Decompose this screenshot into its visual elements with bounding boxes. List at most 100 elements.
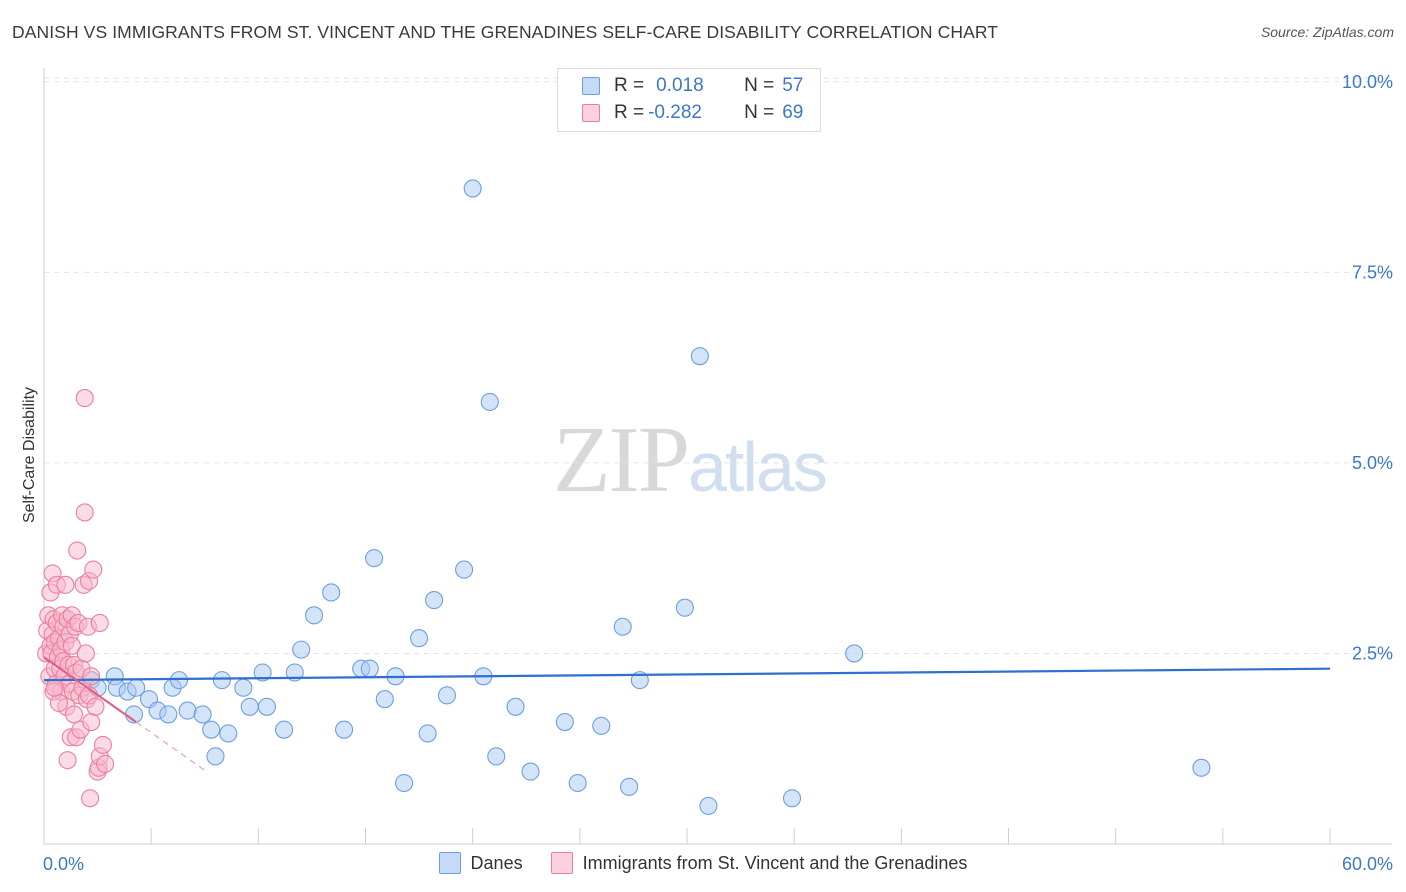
data-point-danes (159, 705, 178, 724)
legend-swatch-danes (582, 77, 600, 95)
data-point-danes (620, 777, 639, 796)
data-point-danes (675, 598, 694, 617)
correlation-legend: R = 0.018 N = 57 R = -0.282 N = 69 (557, 68, 821, 132)
legend-item-immigrants[interactable]: Immigrants from St. Vincent and the Gren… (550, 852, 968, 874)
data-point-danes (455, 560, 474, 579)
data-point-danes (322, 583, 341, 602)
data-point-immigrants (90, 613, 109, 632)
data-point-danes (568, 773, 587, 793)
watermark-zip: ZIP (553, 408, 690, 512)
data-point-danes (193, 705, 212, 724)
y-tick-label: 5.0% (1352, 453, 1393, 473)
y-tick-label: 10.0% (1342, 72, 1393, 92)
data-point-immigrants (82, 712, 101, 732)
data-point-danes (219, 724, 238, 743)
data-point-danes (437, 686, 456, 705)
data-point-immigrants (86, 697, 105, 716)
data-point-danes (257, 697, 276, 716)
data-point-danes (212, 671, 231, 690)
data-point-immigrants (82, 667, 101, 686)
data-points (37, 179, 1211, 815)
data-point-immigrants (96, 754, 115, 774)
data-point-danes (410, 629, 429, 648)
data-point-danes (613, 617, 632, 636)
data-point-immigrants (68, 541, 87, 560)
data-point-danes (202, 720, 221, 739)
y-tick-label: 7.5% (1352, 262, 1393, 282)
data-point-danes (240, 697, 259, 716)
data-point-immigrants (45, 678, 64, 697)
legend-r-value: 0.018 (656, 75, 704, 96)
data-point-immigrants (56, 575, 75, 594)
legend-row-danes: R = 0.018 N = 57 (582, 74, 803, 98)
legend-r-value: -0.282 (648, 102, 702, 123)
legend-swatch-immigrants (550, 852, 573, 874)
axes (43, 68, 1392, 845)
y-tick-label: 2.5% (1352, 643, 1393, 663)
data-point-danes (253, 663, 272, 682)
legend-n-value: 57 (782, 75, 804, 96)
data-point-immigrants (75, 389, 94, 408)
legend-swatch-danes (438, 852, 461, 874)
legend-swatch-immigrants (582, 104, 600, 122)
x-tick-label: 0.0% (43, 854, 84, 874)
legend-item-danes[interactable]: Danes (438, 852, 523, 874)
data-point-danes (555, 712, 574, 732)
legend-r-label: R = (614, 75, 645, 96)
data-point-immigrants (75, 503, 94, 522)
data-point-danes (234, 678, 253, 697)
grid-lines (44, 77, 1392, 654)
data-point-danes (425, 591, 444, 610)
trend-line-immigrants-extension (135, 721, 206, 771)
series-legend: Danes Immigrants from St. Vincent and th… (0, 852, 1406, 874)
data-point-danes (592, 716, 611, 735)
source-label: Source: ZipAtlas.com (1260, 24, 1394, 40)
data-point-danes (169, 671, 189, 690)
data-point-danes (305, 606, 324, 625)
legend-row-immigrants: R = -0.282 N = 69 (582, 101, 803, 125)
data-point-danes (521, 762, 540, 781)
data-point-immigrants (49, 693, 69, 713)
data-point-immigrants (84, 560, 103, 579)
y-axis-label: Self-Care Disability (21, 386, 38, 524)
data-point-danes (275, 720, 294, 739)
data-point-immigrants (58, 751, 77, 770)
chart-title: DANISH VS IMMIGRANTS FROM ST. VINCENT AN… (12, 22, 999, 42)
x-tick-label: 60.0% (1342, 854, 1393, 874)
legend-label-danes: Danes (470, 852, 523, 873)
legend-label-immigrants: Immigrants from St. Vincent and the Gren… (582, 852, 968, 873)
data-point-danes (360, 659, 379, 678)
data-point-danes (178, 701, 197, 720)
data-point-immigrants (76, 644, 95, 663)
data-point-danes (782, 789, 802, 808)
watermark-atlas: atlas (688, 428, 828, 506)
data-point-immigrants (64, 705, 84, 724)
data-point-danes (335, 720, 354, 739)
watermark: ZIPatlas (553, 405, 828, 514)
data-point-danes (285, 663, 304, 682)
legend-n-value: 69 (782, 102, 804, 123)
data-point-danes (395, 773, 414, 793)
data-point-immigrants (81, 789, 100, 808)
data-point-danes (365, 549, 384, 568)
trend-line-danes (43, 667, 1331, 682)
legend-n-label: N = (744, 102, 775, 123)
data-point-immigrants (62, 636, 81, 655)
data-point-immigrants (93, 735, 112, 754)
data-point-danes (506, 697, 525, 716)
data-point-danes (463, 179, 482, 198)
trend-lines (43, 656, 1331, 771)
data-point-danes (292, 640, 311, 659)
data-point-danes (1192, 758, 1211, 777)
tick-labels: 2.5% 5.0% 7.5% 10.0% 0.0% 60.0% (43, 72, 1393, 874)
data-point-danes (206, 747, 225, 766)
data-point-danes (418, 724, 437, 743)
data-point-danes (375, 690, 394, 709)
trend-line-immigrants (43, 656, 137, 723)
legend-n-label: N = (744, 75, 775, 96)
data-point-danes (690, 347, 709, 366)
data-point-danes (487, 747, 506, 766)
data-point-danes (845, 644, 864, 663)
data-point-danes (699, 796, 718, 815)
